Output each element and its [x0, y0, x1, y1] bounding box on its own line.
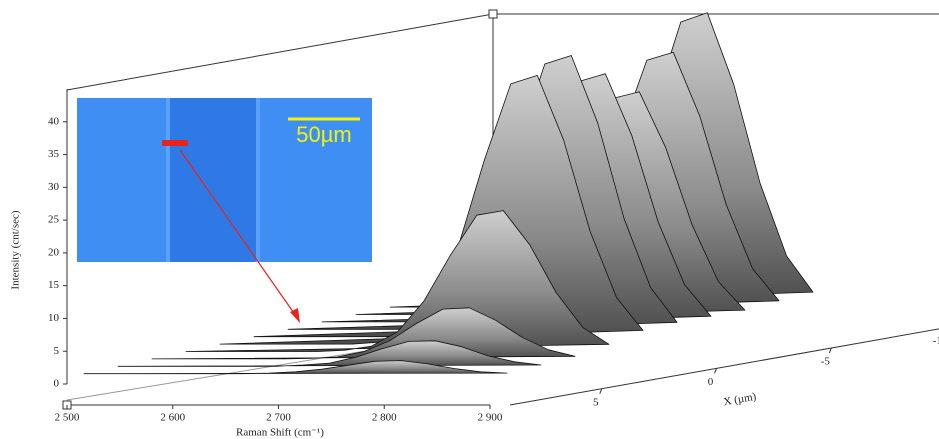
x-tick-label: 2 600 — [160, 412, 185, 424]
spectrum — [83, 360, 508, 375]
y-tick-label: 0 — [54, 378, 60, 390]
y-tick-label: 30 — [48, 181, 60, 193]
y-axis-label: Intensity (cnt/sec) — [10, 210, 22, 289]
y-tick-label: 20 — [48, 246, 60, 258]
z-tick-label: 0 — [708, 376, 714, 388]
x-tick-label: 2 700 — [266, 412, 291, 424]
z-tick-label: -5 — [821, 356, 831, 368]
spectrum — [117, 340, 542, 367]
x-tick-label: 2 900 — [478, 412, 503, 424]
z-tick-label: 5 — [593, 396, 599, 408]
z-tick-label: -10 — [933, 335, 939, 347]
y-tick-label: 40 — [48, 115, 60, 127]
y-tick-label: 35 — [48, 148, 60, 160]
z-axis-label: X (µm) — [723, 391, 758, 409]
spectrum — [185, 210, 610, 352]
y-tick-label: 10 — [48, 312, 60, 324]
z-tick — [714, 368, 718, 374]
y-tick-label: 15 — [48, 279, 60, 291]
y-tick-label: 5 — [54, 345, 60, 357]
plot-area: 0 5 10 15 20 25 30 35 40 2 500 2 600 2 700 2 800 2 90… — [48, 12, 939, 424]
scale-bar-label: 50µm — [296, 122, 351, 147]
inset-image: 50µm — [77, 98, 372, 262]
y-tick-label: 25 — [48, 214, 60, 226]
z-tick — [828, 347, 832, 354]
z-axis — [509, 328, 939, 406]
arrow — [179, 149, 300, 323]
x-axis-label: Raman Shift (cm⁻¹) — [236, 427, 324, 439]
x-tick-label: 2 500 — [55, 412, 80, 424]
z-tick — [599, 388, 603, 394]
spectrum — [151, 307, 576, 360]
x-tick-label: 2 800 — [372, 412, 397, 424]
